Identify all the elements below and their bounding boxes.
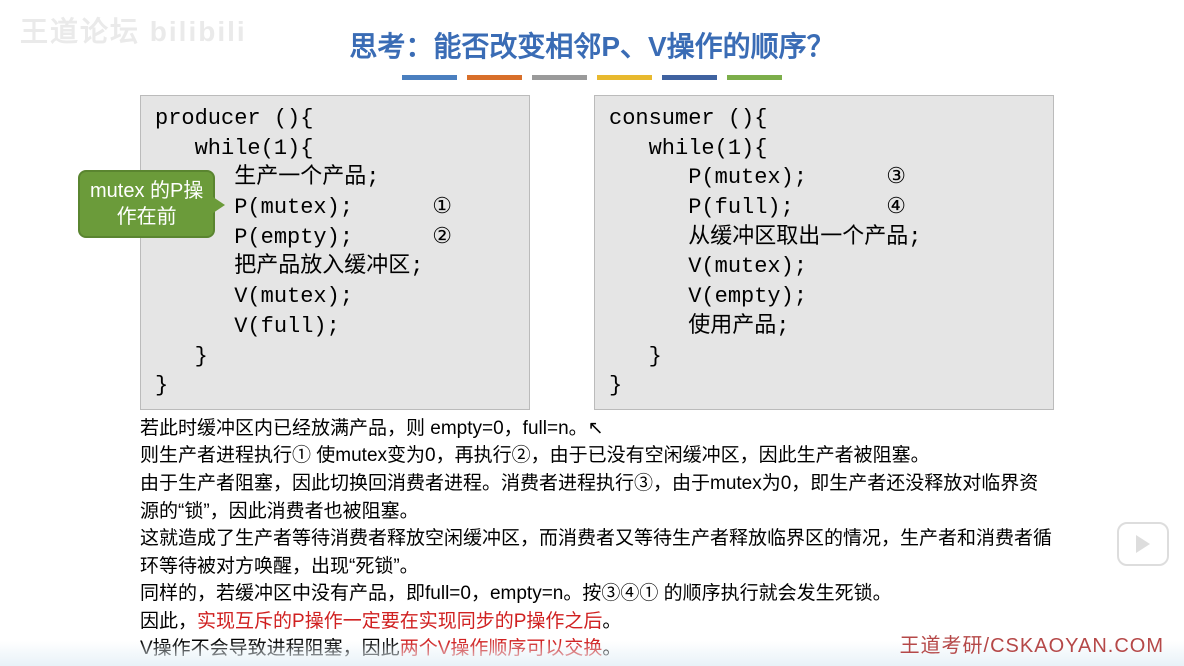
explain-p1: 若此时缓冲区内已经放满产品，则 empty=0，full=n。↖	[140, 415, 1054, 443]
footer-brand-text: 王道考研/CSKAOYAN.COM	[900, 629, 1164, 658]
consumer-line: }	[609, 344, 662, 369]
mouse-cursor-icon: ↖	[588, 415, 604, 443]
consumer-line: V(empty);	[609, 284, 807, 309]
badge-line2: 作在前	[90, 204, 203, 230]
consumer-line: while(1){	[609, 136, 767, 161]
explain-p3: 由于生产者阻塞，因此切换回消费者进程。消费者进程执行③，由于mutex为0，即生…	[140, 470, 1054, 525]
p6c: 。	[602, 611, 621, 632]
consumer-line: P(mutex); ③	[609, 165, 906, 190]
watermark-text: 王道论坛 bilibili	[20, 10, 247, 50]
consumer-line: V(mutex);	[609, 254, 807, 279]
p7c: 。	[602, 638, 621, 659]
consumer-line: }	[609, 373, 622, 398]
p7b-red: 两个V操作顺序可以交换	[400, 638, 603, 659]
consumer-line: 从缓冲区取出一个产品;	[609, 225, 921, 250]
p1-text: 若此时缓冲区内已经放满产品，则 empty=0，full=n。	[140, 418, 588, 439]
consumer-header: consumer (){	[609, 106, 767, 131]
explain-p5: 同样的，若缓冲区中没有产品，即full=0，empty=n。按③④① 的顺序执行…	[140, 580, 1054, 608]
producer-line: }	[155, 373, 168, 398]
producer-header: producer (){	[155, 106, 313, 131]
p7a: V操作不会导致进程阻塞，因此	[140, 638, 400, 659]
play-icon[interactable]	[1117, 522, 1169, 566]
consumer-code-box: consumer (){ while(1){ P(mutex); ③ P(ful…	[594, 95, 1054, 410]
producer-line: }	[155, 344, 208, 369]
p6b-red: 实现互斥的P操作一定要在实现同步的P操作之后	[197, 611, 602, 632]
code-area: producer (){ while(1){ 生产一个产品; P(mutex);…	[0, 80, 1184, 410]
explain-p4: 这就造成了生产者等待消费者释放空闲缓冲区，而消费者又等待生产者释放临界区的情况，…	[140, 525, 1054, 580]
annotation-badge: mutex 的P操 作在前	[78, 170, 215, 238]
p6a: 因此，	[140, 611, 197, 632]
producer-line: while(1){	[155, 136, 313, 161]
consumer-line: P(full); ④	[609, 195, 906, 220]
producer-line: V(full);	[155, 314, 340, 339]
producer-line: 把产品放入缓冲区;	[155, 254, 423, 279]
explanation-text: 若此时缓冲区内已经放满产品，则 empty=0，full=n。↖ 则生产者进程执…	[0, 410, 1184, 663]
badge-line1: mutex 的P操	[90, 178, 203, 204]
producer-code-box: producer (){ while(1){ 生产一个产品; P(mutex);…	[140, 95, 530, 410]
explain-p2: 则生产者进程执行① 使mutex变为0，再执行②，由于已没有空闲缓冲区，因此生产…	[140, 442, 1054, 470]
producer-line: V(mutex);	[155, 284, 353, 309]
consumer-line: 使用产品;	[609, 314, 789, 339]
